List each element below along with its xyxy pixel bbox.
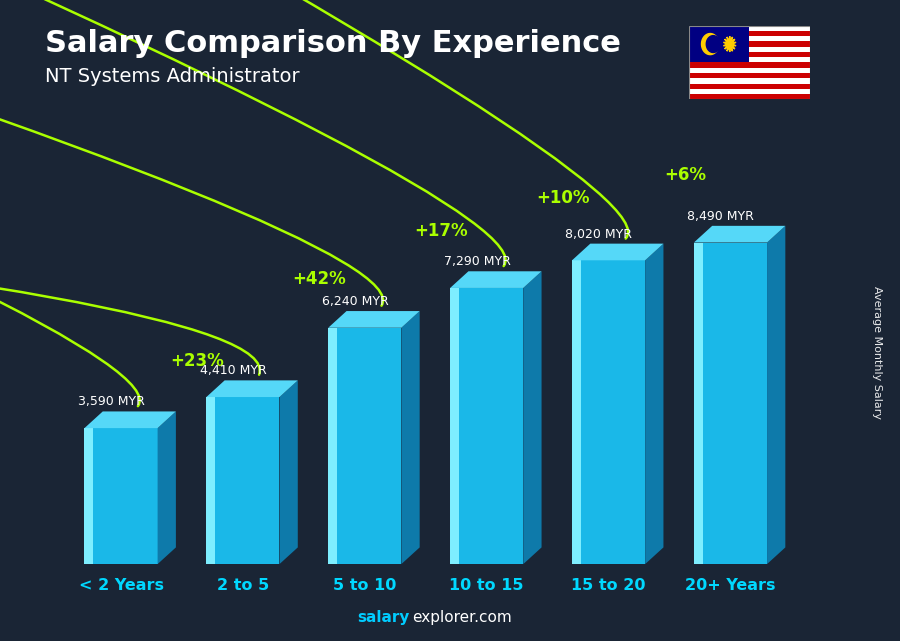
Text: 8,490 MYR: 8,490 MYR [688, 210, 754, 223]
Text: 4,410 MYR: 4,410 MYR [200, 364, 266, 378]
Text: +42%: +42% [292, 270, 346, 288]
Bar [85, 428, 94, 564]
Text: +23%: +23% [170, 351, 224, 370]
Polygon shape [280, 380, 298, 564]
Text: Salary Comparison By Experience: Salary Comparison By Experience [45, 29, 621, 58]
Polygon shape [724, 36, 736, 52]
Bar [688, 89, 810, 94]
Polygon shape [694, 226, 786, 242]
Bar [688, 26, 749, 62]
Bar [694, 242, 703, 564]
Text: salary: salary [357, 610, 410, 625]
Bar [215, 397, 280, 564]
Bar [688, 26, 810, 31]
Text: 8,020 MYR: 8,020 MYR [565, 228, 633, 240]
Text: explorer.com: explorer.com [412, 610, 512, 625]
Bar [206, 397, 215, 564]
Bar [328, 328, 337, 564]
Bar [688, 73, 810, 78]
Bar [337, 328, 401, 564]
Bar [459, 288, 523, 564]
Polygon shape [767, 226, 786, 564]
Polygon shape [328, 311, 419, 328]
Bar [94, 428, 158, 564]
Text: 3,590 MYR: 3,590 MYR [78, 395, 145, 408]
Bar [688, 47, 810, 52]
Bar [703, 242, 767, 564]
Bar [580, 260, 645, 564]
Bar [688, 68, 810, 73]
Polygon shape [645, 244, 663, 564]
Text: Average Monthly Salary: Average Monthly Salary [872, 286, 883, 419]
Bar [688, 62, 810, 68]
Bar [450, 288, 459, 564]
Text: 7,290 MYR: 7,290 MYR [444, 255, 510, 268]
Text: +17%: +17% [414, 222, 468, 240]
Bar [572, 260, 580, 564]
Polygon shape [206, 380, 298, 397]
Bar [688, 94, 810, 99]
Bar [688, 36, 810, 42]
Polygon shape [450, 271, 542, 288]
Polygon shape [572, 244, 663, 260]
Bar [688, 31, 810, 36]
Polygon shape [523, 271, 542, 564]
Text: 6,240 MYR: 6,240 MYR [321, 295, 389, 308]
Bar [688, 83, 810, 89]
Text: +10%: +10% [536, 188, 590, 206]
Polygon shape [401, 311, 419, 564]
Polygon shape [701, 33, 719, 54]
Bar [688, 52, 810, 57]
Bar [688, 78, 810, 83]
Text: +6%: +6% [664, 166, 706, 184]
Bar [688, 57, 810, 62]
Polygon shape [158, 412, 176, 564]
Polygon shape [85, 412, 176, 428]
Polygon shape [706, 36, 720, 53]
Text: NT Systems Administrator: NT Systems Administrator [45, 67, 300, 87]
Bar [688, 42, 810, 47]
